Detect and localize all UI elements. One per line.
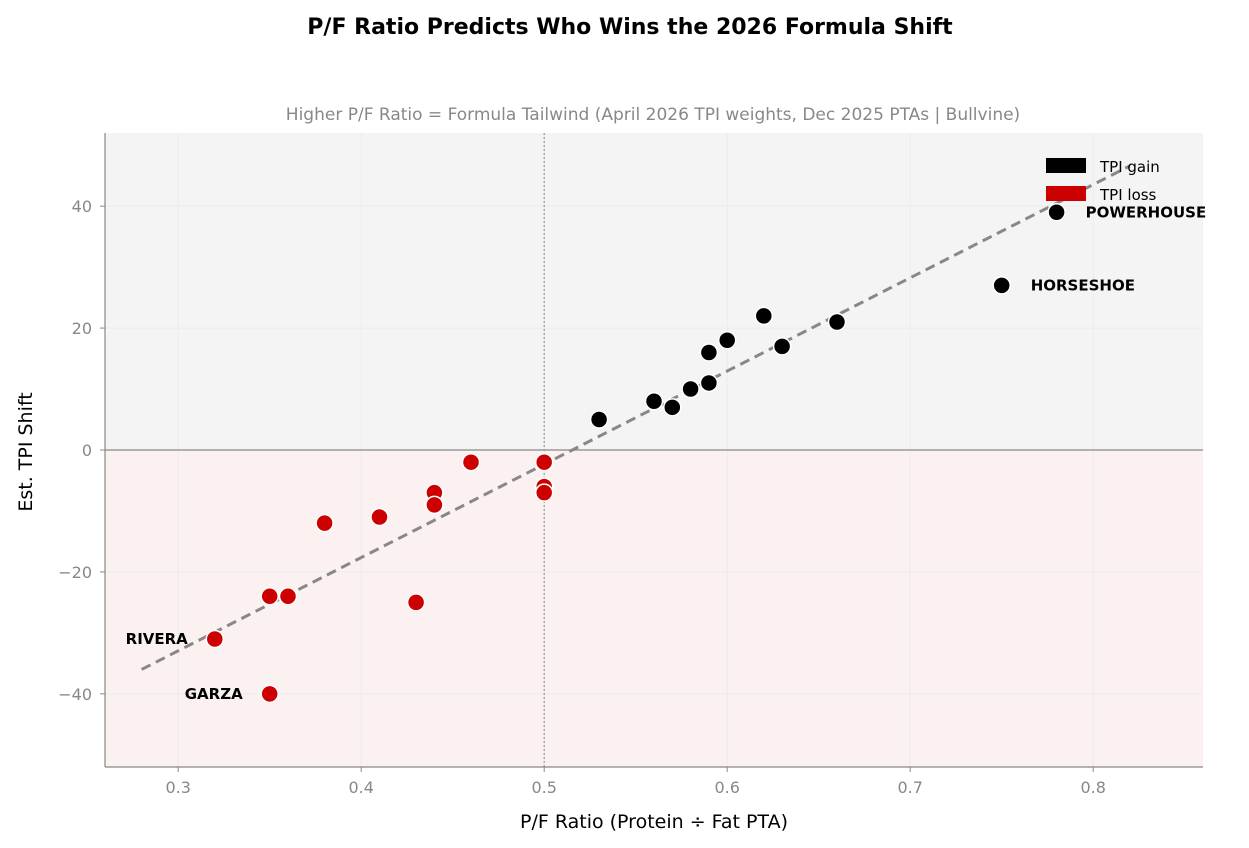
- y-tick-label: 0: [82, 441, 92, 460]
- data-point: [534, 452, 554, 472]
- data-point: [992, 276, 1011, 295]
- y-tick-label: 20: [72, 319, 92, 338]
- trend-line-group: [140, 164, 1131, 671]
- y-tick-label: −40: [58, 685, 92, 704]
- data-point: [772, 337, 792, 356]
- data-point: [717, 331, 737, 350]
- data-point: [370, 507, 389, 527]
- legend-label: TPI gain: [1099, 158, 1160, 176]
- point-labels: POWERHOUSE HORSESHOE GARZA RIVERA: [126, 203, 1207, 703]
- chart-subtitle: Higher P/F Ratio = Formula Tailwind (Apr…: [286, 105, 1020, 125]
- trend-line: [140, 164, 1131, 671]
- y-tick-label: 40: [72, 197, 92, 216]
- data-point: [699, 343, 719, 362]
- data-point: [315, 513, 334, 533]
- point-label: RIVERA: [126, 630, 189, 648]
- y-tick-label: −20: [58, 563, 92, 582]
- point-label: GARZA: [185, 685, 243, 703]
- data-point: [1047, 203, 1066, 222]
- data-point: [260, 684, 279, 704]
- legend-label: TPI loss: [1099, 186, 1157, 204]
- data-point: [205, 629, 225, 649]
- data-point: [754, 306, 774, 326]
- legend: TPI gain TPI loss: [1046, 158, 1160, 204]
- data-point: [827, 312, 847, 332]
- data-point: [681, 379, 700, 399]
- x-tick-label: 0.4: [348, 778, 373, 797]
- legend-swatch: [1046, 158, 1086, 173]
- data-point: [461, 452, 481, 472]
- legend-swatch: [1046, 186, 1086, 201]
- point-label: HORSESHOE: [1031, 276, 1135, 294]
- y-axis-label: Est. TPI Shift: [15, 392, 37, 511]
- data-point: [699, 373, 719, 393]
- data-points: [205, 203, 1066, 704]
- reference-lines: [105, 133, 1203, 767]
- x-tick-label: 0.3: [165, 778, 190, 797]
- tick-labels: 0.3 0.4 0.5 0.6 0.7 0.8 40 20 0 −20 −40: [58, 197, 1106, 797]
- data-point: [425, 495, 444, 515]
- data-point: [644, 391, 664, 411]
- region-loss-background: [105, 450, 1203, 767]
- x-tick-label: 0.6: [714, 778, 739, 797]
- data-point: [260, 587, 279, 606]
- data-point: [589, 410, 609, 429]
- chart-title: P/F Ratio Predicts Who Wins the 2026 For…: [307, 15, 953, 40]
- data-point: [663, 398, 682, 417]
- point-label: POWERHOUSE: [1086, 203, 1207, 221]
- x-tick-label: 0.7: [897, 778, 922, 797]
- x-tick-label: 0.8: [1080, 778, 1105, 797]
- plot-background: [105, 133, 1203, 767]
- data-point: [406, 593, 426, 612]
- data-point: [534, 483, 554, 502]
- x-tick-label: 0.5: [531, 778, 556, 797]
- data-point: [278, 587, 298, 606]
- x-axis-label: P/F Ratio (Protein ÷ Fat PTA): [520, 811, 788, 833]
